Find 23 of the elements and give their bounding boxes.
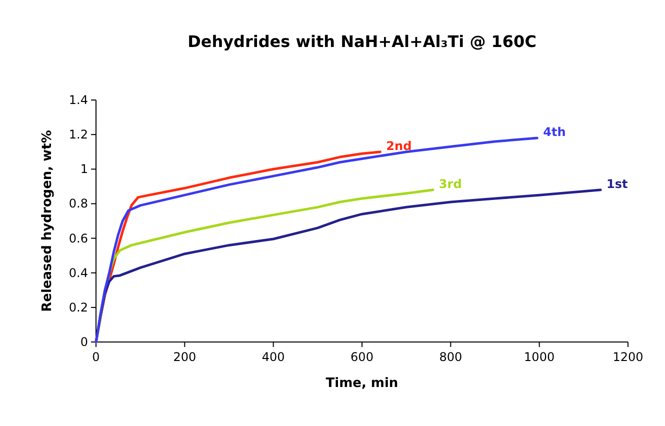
x-tick-label: 600 bbox=[350, 350, 374, 364]
y-tick-label: 0.2 bbox=[68, 300, 88, 314]
x-tick-label: 400 bbox=[262, 350, 285, 364]
series-label: 4th bbox=[543, 125, 566, 140]
chart-title: Dehydrides with NaH+Al+Al₃Ti @ 160C bbox=[188, 32, 536, 51]
y-tick-label: 1.2 bbox=[68, 128, 88, 142]
y-tick-label: 1.4 bbox=[68, 93, 88, 107]
x-axis-title: Time, min bbox=[326, 376, 398, 391]
series-label: 2nd bbox=[386, 138, 412, 153]
x-tick-label: 1000 bbox=[524, 350, 555, 364]
x-tick-label: 800 bbox=[439, 350, 462, 364]
series-label: 1st bbox=[606, 176, 628, 191]
x-tick-label: 1200 bbox=[612, 350, 644, 364]
x-tick-label: 0 bbox=[92, 350, 100, 364]
y-tick-label: 0.4 bbox=[68, 266, 88, 280]
line-series bbox=[94, 136, 538, 344]
x-tick-label: 200 bbox=[173, 350, 196, 364]
y-axis-title: Released hydrogen, wt% bbox=[40, 130, 55, 312]
y-tick-label: 0 bbox=[80, 335, 88, 349]
y-tick-label: 0.8 bbox=[68, 196, 88, 211]
y-tick-label: 1 bbox=[80, 162, 88, 176]
series-label: 3rd bbox=[438, 176, 462, 191]
y-tick-label: 0.6 bbox=[68, 231, 88, 246]
